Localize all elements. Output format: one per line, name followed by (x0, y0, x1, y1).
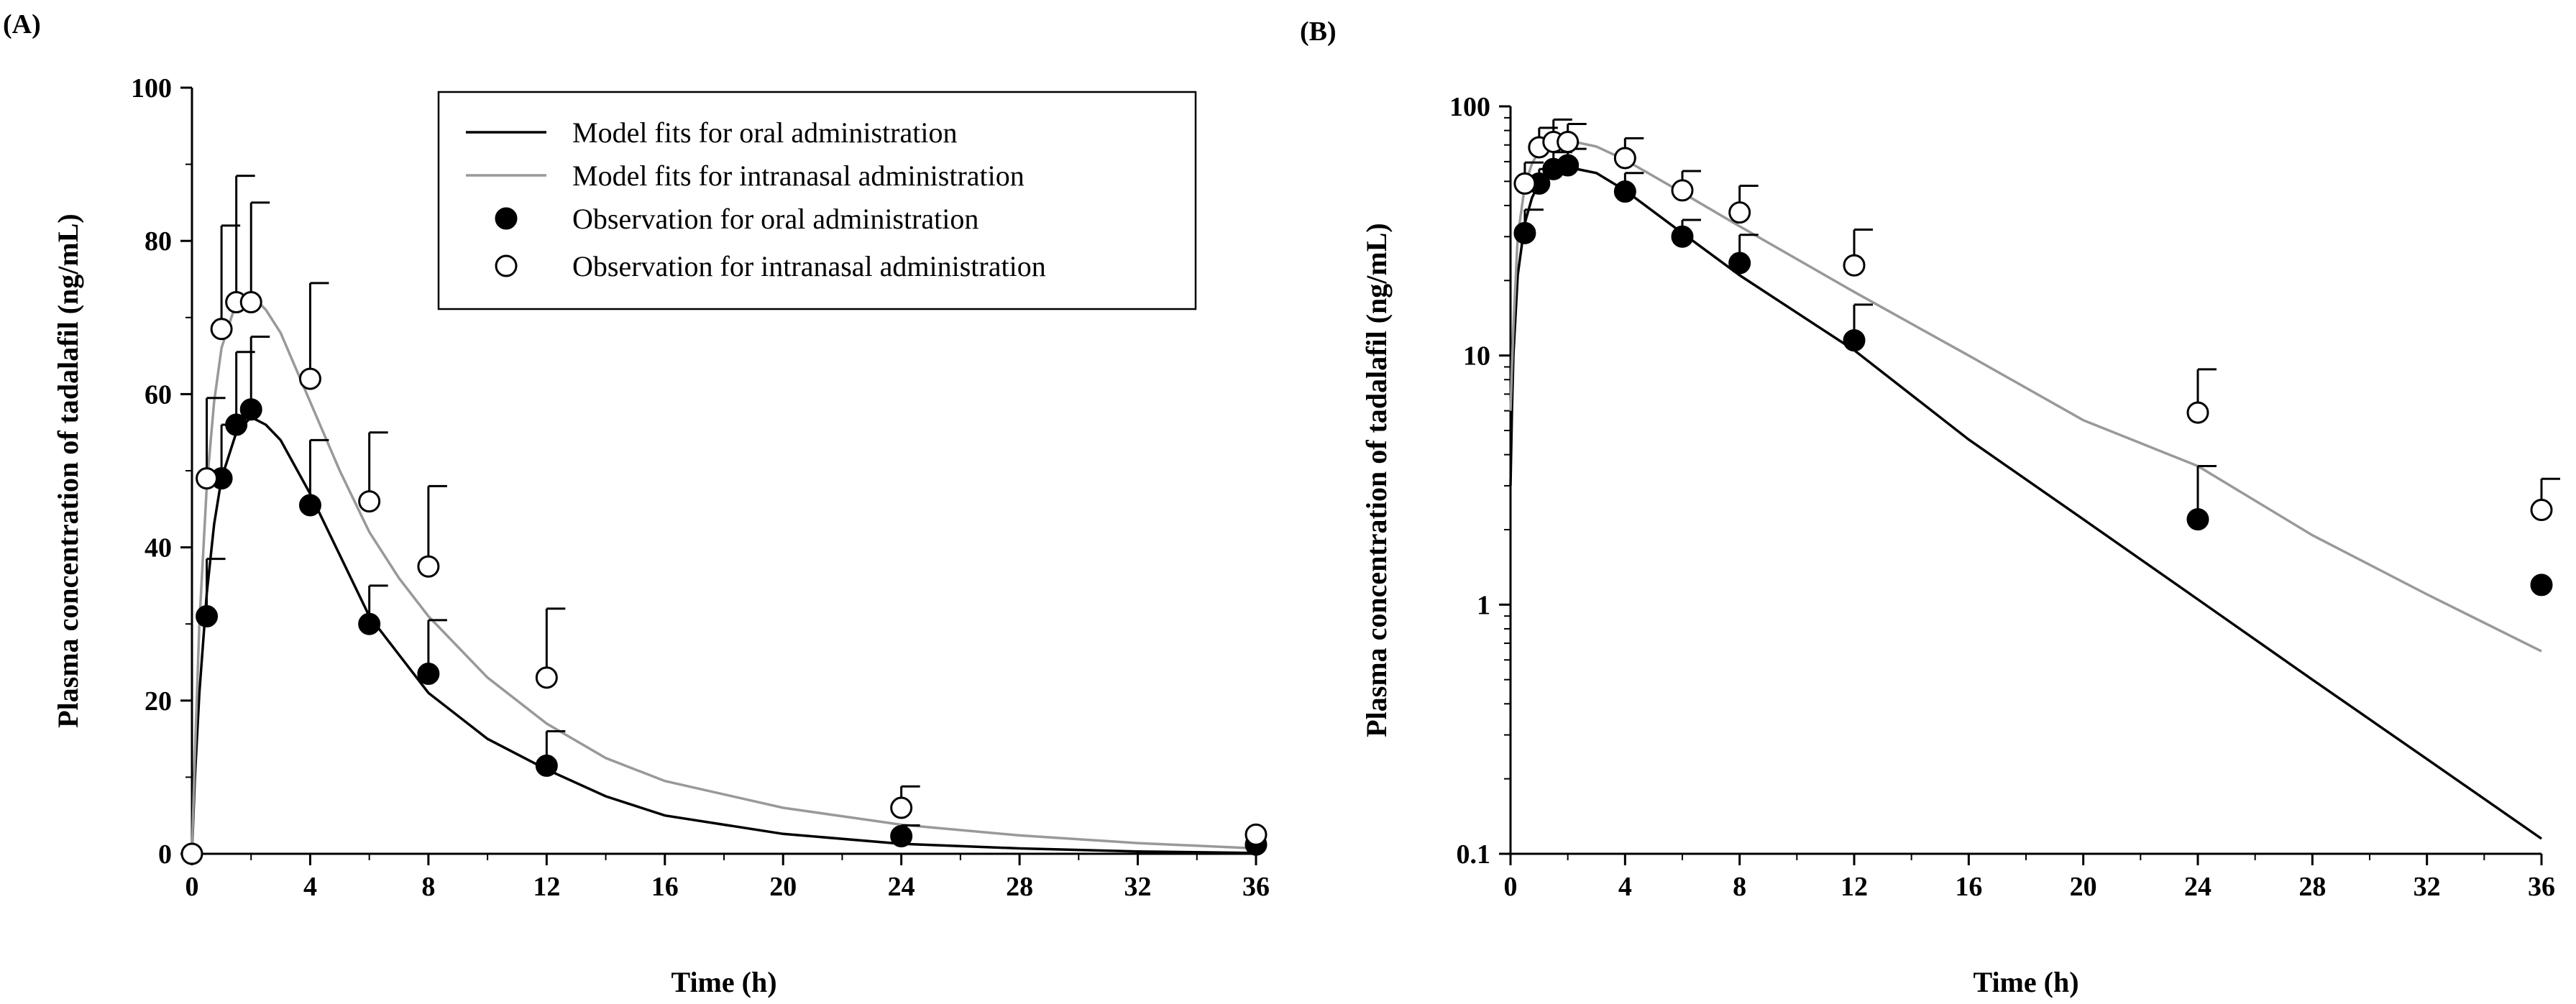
y-tick-label: 1 (1477, 590, 1490, 620)
x-tick-label: 20 (769, 872, 797, 902)
data-point-oral (535, 754, 558, 777)
x-tick-label: 16 (1955, 872, 1982, 902)
y-tick-label: 100 (131, 73, 172, 103)
legend-label: Observation for intranasal administratio… (572, 250, 1046, 282)
data-point-intranasal (2530, 499, 2553, 522)
data-point-oral (298, 494, 321, 517)
legend-label: Model fits for oral administration (572, 116, 957, 149)
x-tick-label: 12 (1841, 872, 1868, 902)
data-point-oral (890, 824, 913, 847)
panel-label-a: (A) (3, 9, 41, 40)
data-point-oral (1671, 225, 1694, 248)
data-point-oral (417, 662, 440, 685)
data-point-oral (1557, 154, 1580, 177)
data-point-intranasal (890, 796, 913, 819)
legend: Model fits for oral administration Model … (437, 91, 1197, 310)
data-point-intranasal (298, 367, 321, 390)
x-tick-label: 0 (185, 872, 199, 902)
data-point-intranasal (1613, 147, 1636, 170)
data-point-oral (1728, 252, 1751, 275)
panel-label-b: (B) (1300, 17, 1337, 47)
fit-line (1509, 139, 2542, 653)
x-tick-label: 28 (2298, 872, 2326, 902)
y-tick-label: 10 (1463, 341, 1490, 372)
data-point-oral (1513, 221, 1536, 244)
data-point-intranasal (196, 467, 219, 490)
data-point-oral (225, 413, 248, 436)
data-point-intranasal (1843, 254, 1866, 277)
panel-a: (A) 0 4 8 12 16 20 24 28 32 36 0 20 40 60 80 100 Time (h… (3, 9, 1270, 998)
data-point-intranasal (239, 290, 262, 313)
x-axis-title: Time (h) (1973, 966, 2078, 998)
data-point-intranasal (2186, 401, 2209, 424)
x-tick-label: 12 (533, 872, 560, 902)
legend-label: Model fits for intranasal administration (572, 160, 1025, 192)
data-point-oral (358, 612, 381, 635)
data-point-intranasal (417, 555, 440, 578)
x-tick-label: 24 (888, 872, 915, 902)
x-tick-label: 24 (2184, 872, 2211, 902)
fit-line (1509, 165, 2542, 840)
y-tick-label: 20 (145, 686, 172, 717)
data-point-oral (2186, 508, 2209, 531)
data-point-intranasal (210, 318, 233, 341)
y-tick-label: 0.1 (1457, 839, 1491, 870)
x-tick-label: 32 (1124, 872, 1152, 902)
x-tick-label: 36 (2528, 872, 2555, 902)
legend-swatch-marker (495, 254, 518, 277)
x-tick-label: 36 (1242, 872, 1270, 902)
x-tick-label: 16 (651, 872, 679, 902)
data-point-oral (1613, 180, 1636, 203)
legend-box (437, 91, 1197, 310)
data-point-intranasal (1513, 172, 1536, 195)
y-tick-label: 0 (158, 839, 172, 870)
x-axis-title: Time (h) (671, 966, 776, 998)
fit-line (191, 415, 1257, 855)
data-point-intranasal (1245, 823, 1268, 846)
x-tick-label: 8 (1733, 872, 1746, 902)
data-point-intranasal (535, 666, 558, 689)
data-point-oral (196, 605, 219, 628)
legend-swatch-marker (495, 207, 518, 230)
y-axis-title: Plasma concentration of tadalafil (ng/mL… (1360, 223, 1393, 737)
x-tick-label: 0 (1504, 872, 1518, 902)
data-point-intranasal (1671, 179, 1694, 202)
y-tick-label: 80 (145, 226, 172, 257)
legend-label: Observation for oral administration (572, 203, 978, 235)
x-tick-label: 4 (1618, 872, 1632, 902)
data-point-intranasal (358, 490, 381, 513)
y-tick-label: 40 (145, 533, 172, 563)
data-point-intranasal (1557, 130, 1580, 153)
x-tick-label: 28 (1006, 872, 1033, 902)
data-point-oral (239, 398, 262, 421)
data-point-oral (1843, 329, 1866, 352)
x-tick-label: 20 (2070, 872, 2097, 902)
data-point-oral (2530, 574, 2553, 597)
x-tick-label: 8 (421, 872, 435, 902)
data-point-intranasal (180, 842, 203, 865)
fit-line (191, 293, 1257, 855)
y-tick-label: 60 (145, 379, 172, 410)
y-axis-title: Plasma concentration of tadalafil (ng/mL… (52, 213, 84, 728)
x-tick-label: 4 (303, 872, 317, 902)
y-tick-label: 100 (1449, 92, 1490, 122)
data-point-intranasal (1728, 201, 1751, 224)
panel-b: (B) 0 4 8 12 16 20 24 28 32 36 0.1 1 10 100 Time (h) Pl… (1300, 17, 2560, 998)
x-tick-label: 32 (2414, 872, 2441, 902)
